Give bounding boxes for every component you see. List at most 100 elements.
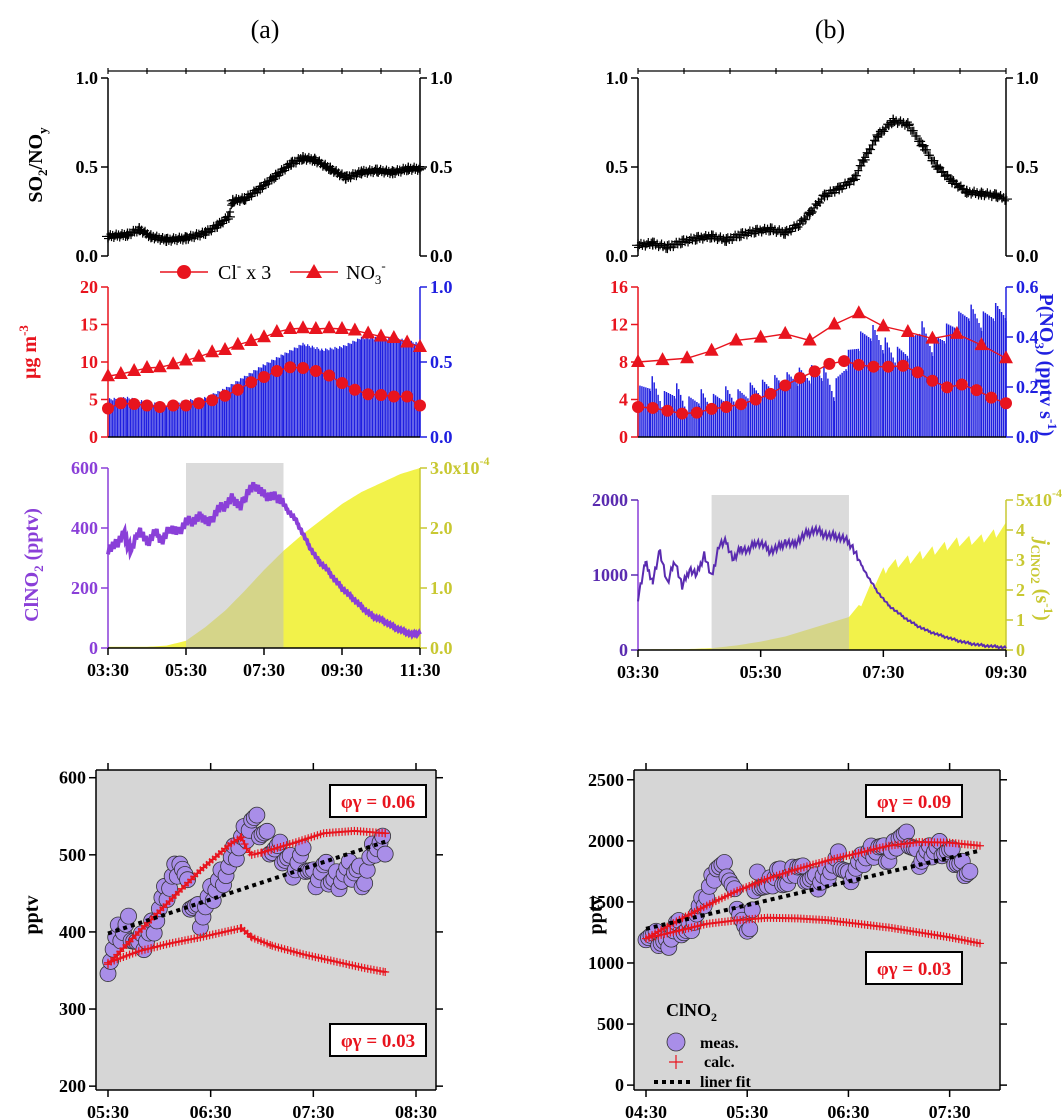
- bar: [251, 373, 253, 437]
- so2-dense-point: [1002, 195, 1010, 204]
- so2-dense-point: [226, 208, 235, 217]
- y-tick-label: 0.0: [1016, 427, 1039, 447]
- x-tick-label: 09:30: [985, 662, 1027, 682]
- bar: [978, 323, 980, 437]
- y-tick-label: 1.0: [430, 277, 453, 297]
- bar: [215, 394, 218, 437]
- y-tick-label: 0.0: [430, 246, 453, 266]
- bar: [378, 339, 380, 437]
- y-tick-label: 500: [597, 1014, 624, 1034]
- annotation-label: φγ = 0.03: [341, 1031, 415, 1052]
- bar: [186, 400, 189, 437]
- cl-marker: [336, 377, 348, 389]
- bar: [140, 400, 143, 437]
- bar: [204, 396, 206, 437]
- bar: [898, 348, 901, 437]
- bar: [317, 348, 320, 437]
- no3-marker: [374, 328, 388, 342]
- bar: [374, 336, 377, 437]
- bar: [674, 398, 676, 437]
- bar: [737, 389, 739, 437]
- bar: [833, 401, 836, 437]
- bar: [847, 349, 850, 437]
- bar: [314, 349, 317, 437]
- bar: [256, 370, 258, 437]
- bar: [417, 343, 419, 437]
- bar: [310, 347, 312, 437]
- bar: [757, 393, 759, 437]
- bar: [812, 367, 815, 437]
- y-tick-label: 200: [59, 1076, 86, 1096]
- bar: [301, 345, 303, 437]
- cl-marker: [245, 376, 258, 389]
- bar: [379, 336, 381, 437]
- bar: [984, 312, 987, 437]
- chart-d-model: 0 500 1000 1500 2000 2500 04:30 05:30 06:30 07:30…: [588, 763, 1007, 1119]
- y-tick-label: 0.5: [606, 157, 629, 177]
- bar: [741, 392, 743, 437]
- bar: [332, 349, 335, 437]
- bar: [894, 366, 897, 437]
- bar: [248, 372, 250, 437]
- annotation-box: [329, 784, 427, 818]
- so2-dense-point: [923, 145, 932, 154]
- bar: [780, 382, 782, 437]
- bar: [165, 405, 167, 437]
- bar: [794, 381, 796, 437]
- bar: [385, 338, 387, 437]
- bar: [362, 338, 364, 437]
- calc-marker: [246, 932, 255, 941]
- bar: [786, 372, 788, 437]
- cl-marker: [661, 404, 674, 417]
- bar: [139, 402, 141, 437]
- bar: [823, 366, 825, 437]
- legend-meas-icon: [666, 1032, 686, 1052]
- bar: [202, 399, 204, 437]
- bar: [119, 398, 122, 437]
- no3-marker: [655, 352, 670, 366]
- cl-marker: [284, 361, 297, 374]
- cl-marker: [180, 399, 192, 412]
- clno2-line: [637, 523, 1007, 650]
- bar: [128, 398, 130, 437]
- cl-marker: [720, 401, 733, 413]
- bar: [337, 348, 339, 437]
- bar: [888, 347, 890, 437]
- bar: [401, 338, 403, 437]
- y-tick-label: 8: [619, 352, 628, 372]
- bar: [290, 350, 292, 437]
- bar: [827, 378, 829, 437]
- svg-text:pptv: pptv: [21, 896, 43, 935]
- cl-marker: [102, 402, 114, 415]
- bar: [298, 344, 300, 437]
- bar: [268, 362, 270, 437]
- annotation-label: φγ = 0.03: [877, 959, 951, 980]
- bar: [383, 337, 385, 437]
- svg-text:P(NO3) (pptv s-1): P(NO3) (pptv s-1): [1032, 294, 1060, 437]
- bar: [743, 394, 745, 437]
- so2-dense-point: [720, 237, 729, 246]
- bar: [365, 336, 367, 437]
- bar: [690, 397, 692, 437]
- bar: [220, 392, 222, 437]
- so2-dense-point: [867, 145, 876, 154]
- y-tick-label: 0: [619, 427, 628, 447]
- no3-marker: [113, 366, 128, 379]
- no3-marker: [205, 344, 220, 358]
- no3-marker: [400, 334, 415, 348]
- y-tick-label: 20: [80, 277, 98, 297]
- bar: [863, 334, 866, 437]
- bar: [702, 393, 704, 437]
- bar: [275, 357, 278, 437]
- y-tick-label: 500: [59, 845, 86, 865]
- no3-marker: [257, 329, 271, 343]
- bar: [363, 339, 366, 437]
- panel-title-a: (a): [251, 15, 280, 44]
- bar: [246, 376, 249, 437]
- y-tick-label: 0.0: [430, 427, 453, 447]
- x-tick-label: 05:30: [740, 662, 782, 682]
- so2-dense-point: [808, 207, 817, 216]
- bar: [224, 390, 226, 437]
- bar: [183, 401, 185, 437]
